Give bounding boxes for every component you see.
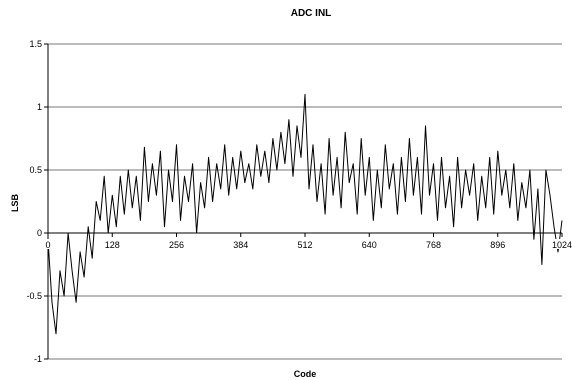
x-tick-label-bg-5 xyxy=(359,239,380,249)
x-tick-label-1: 128 xyxy=(105,240,120,250)
x-tick-labels: 0 128 256 384 512 640 768 896 1024 xyxy=(43,233,572,250)
x-tick-label-bg-2 xyxy=(166,239,187,249)
y-tick-label-3: 0.5 xyxy=(29,165,42,175)
y-tick-label-0: -1 xyxy=(34,354,42,364)
x-tick-label-8: 1024 xyxy=(552,240,572,250)
x-tick-label-2: 256 xyxy=(169,240,184,250)
x-tick-label-bg-8 xyxy=(549,239,572,249)
x-tick-label-bg-4 xyxy=(295,239,315,249)
x-tick-label-4: 512 xyxy=(297,240,312,250)
x-tick-label-bg-0 xyxy=(43,239,53,249)
x-tick-label-bg-3 xyxy=(230,239,251,249)
x-tick-label-6: 768 xyxy=(426,240,441,250)
y-axis-label: LSB xyxy=(10,193,20,212)
x-tick-label-3: 384 xyxy=(233,240,248,250)
y-tick-label-4: 1 xyxy=(37,102,42,112)
x-tick-label-bg-1 xyxy=(102,239,123,249)
series-layer xyxy=(47,93,563,335)
x-tick-label-0: 0 xyxy=(45,240,50,250)
y-tick-label-2: 0 xyxy=(37,228,42,238)
chart-title: ADC INL xyxy=(291,8,332,19)
y-tick-label-1: -0.5 xyxy=(26,291,42,301)
x-axis-label: Code xyxy=(294,369,317,379)
y-tick-label-5: 1.5 xyxy=(29,39,42,49)
x-tick-label-bg-7 xyxy=(487,239,508,249)
x-tick-label-5: 640 xyxy=(362,240,377,250)
gridlines xyxy=(48,43,562,360)
x-tick-label-bg-6 xyxy=(423,239,444,249)
y-tick-labels: -1 -0.5 0 0.5 1 1.5 xyxy=(26,39,48,364)
x-tick-label-7: 896 xyxy=(490,240,505,250)
series-line-0 xyxy=(47,93,563,335)
